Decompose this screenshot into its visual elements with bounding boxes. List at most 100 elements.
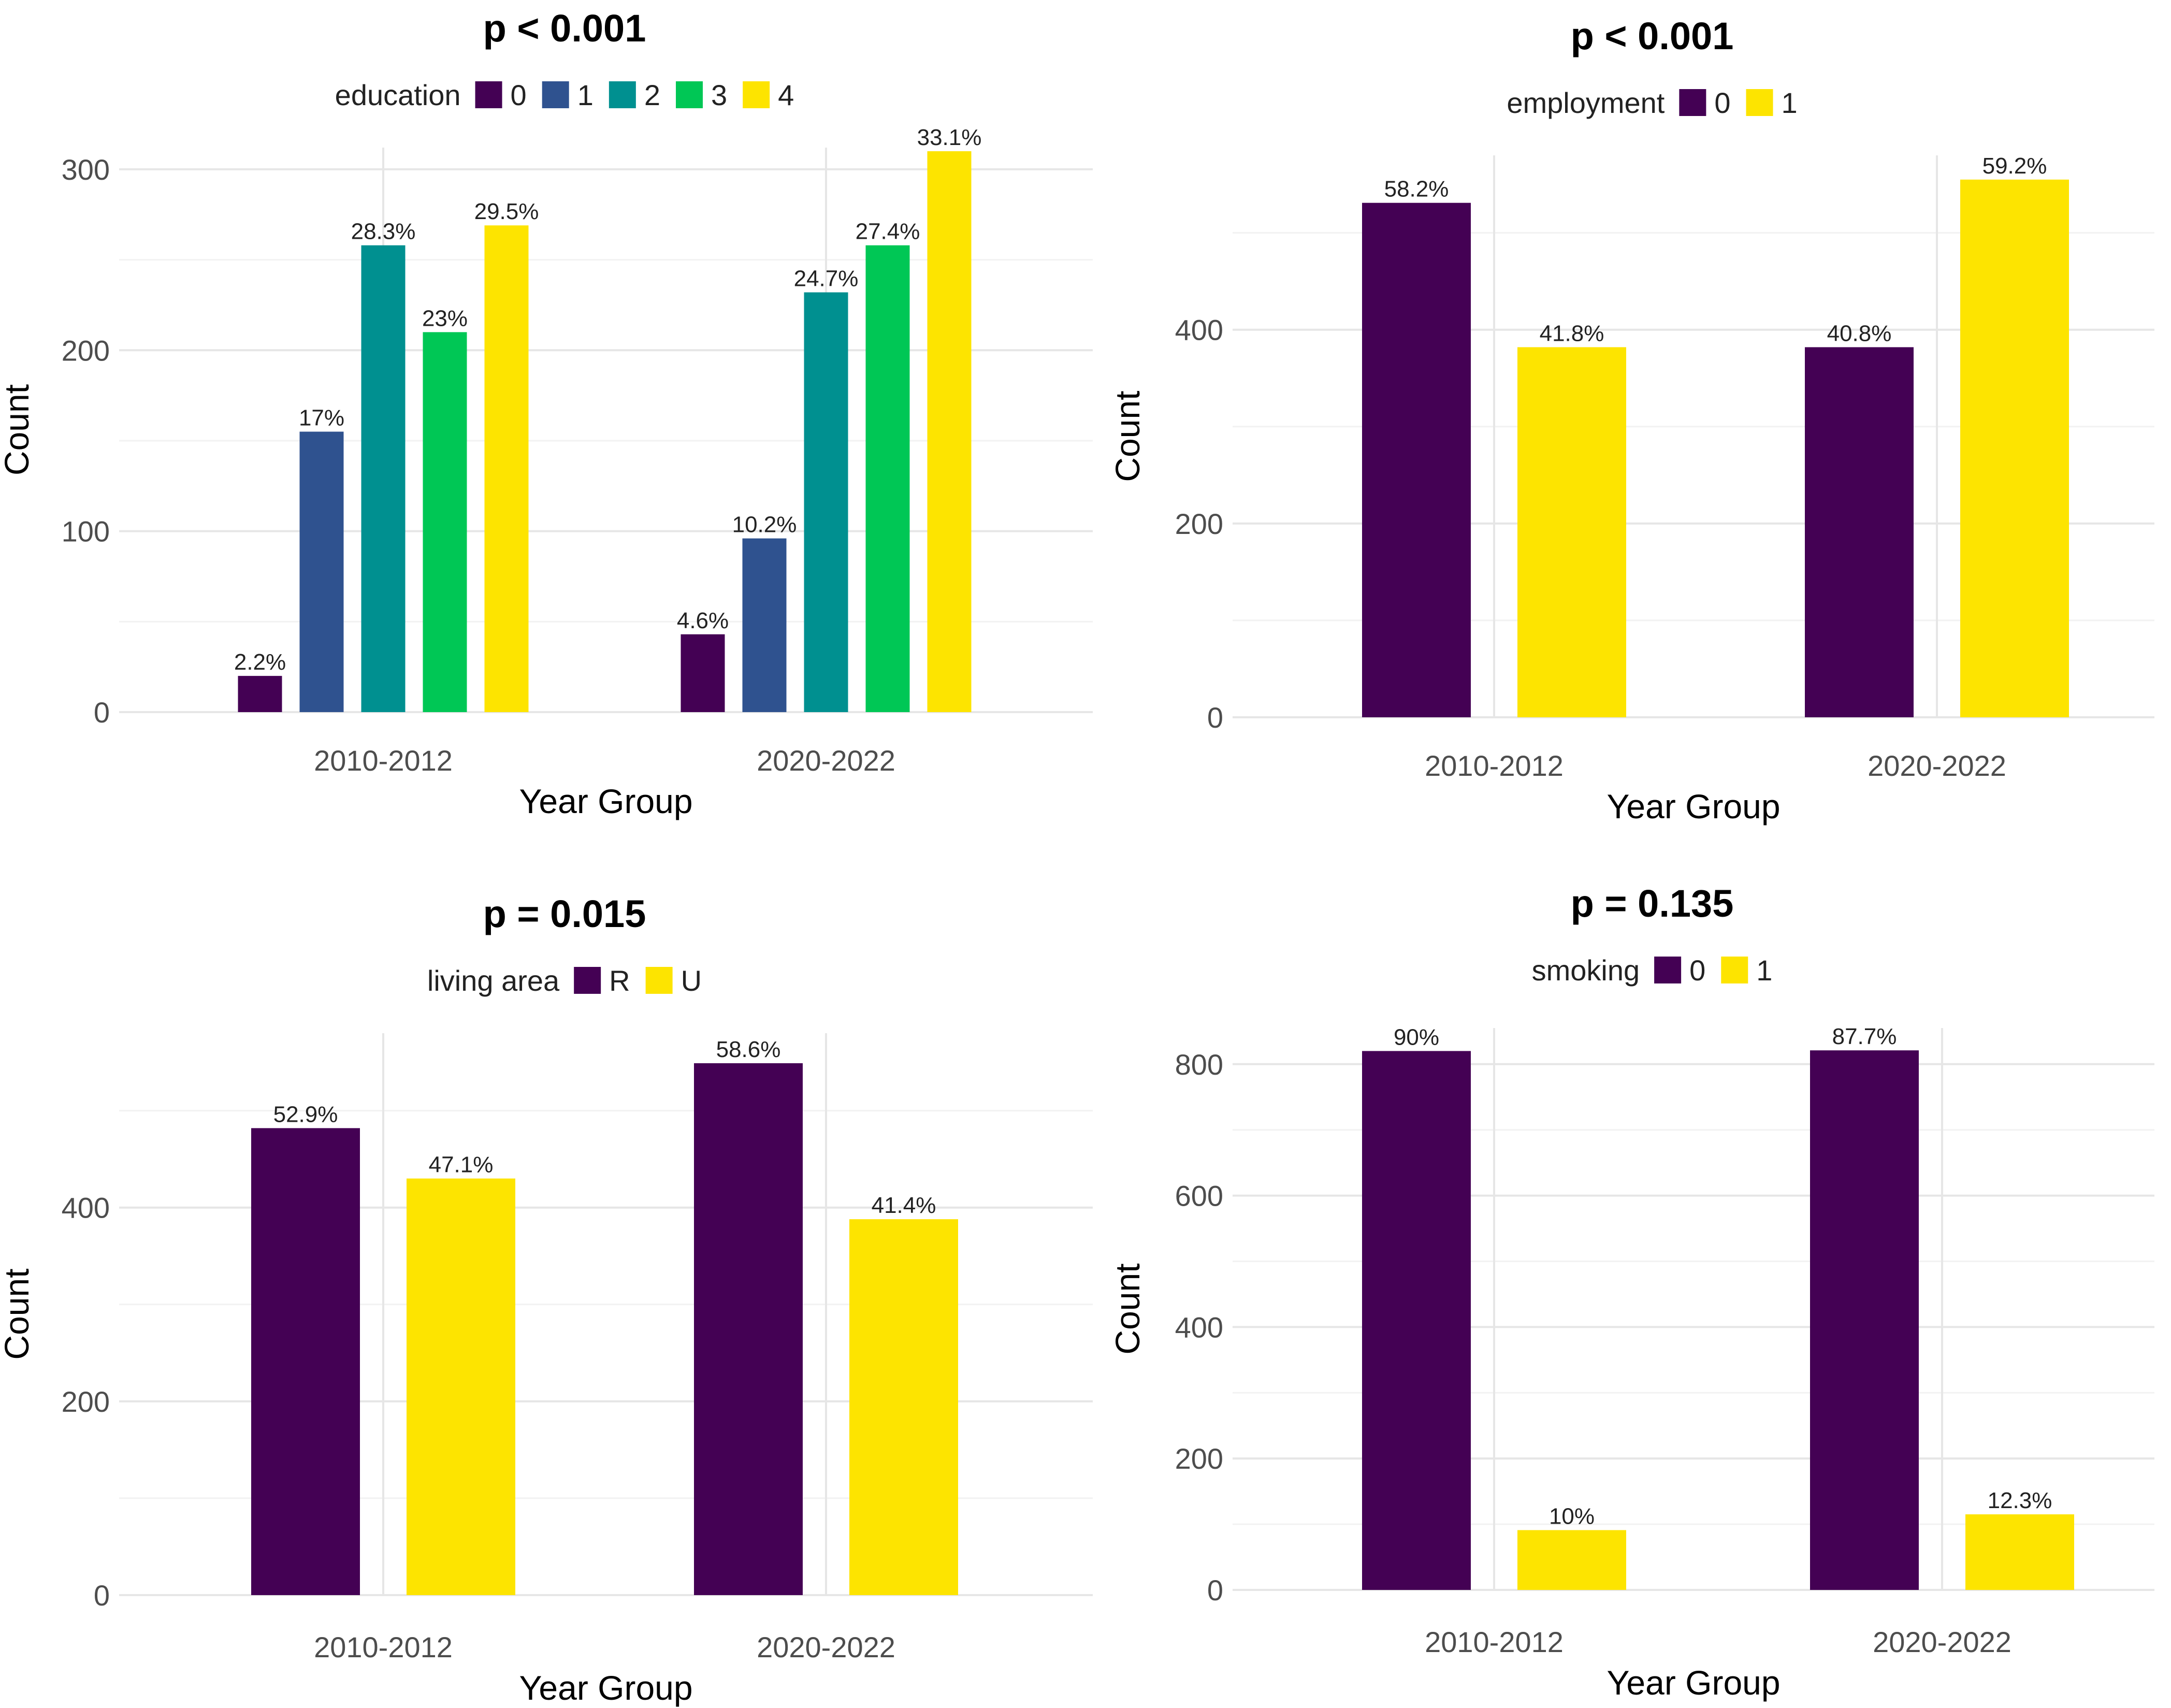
data-label: 4.6% [677,608,729,633]
chart-panel-4: 0 200 400 600 800 90% 87.7% 10% 12.3% 2010-2012 20… [1108,882,2154,1702]
bar-2010-2012-series-1 [1517,347,1626,717]
data-label: 29.5% [474,199,539,224]
legend-key-1 [542,81,569,108]
legend-label: 2 [644,79,660,111]
legend-label: 4 [778,79,794,111]
x-tick-label: 2020-2022 [757,1631,895,1663]
legend-label: 0 [511,79,527,111]
data-label: 47.1% [429,1152,494,1178]
y-tick-label: 400 [62,1192,110,1224]
data-label: 2.2% [234,649,286,675]
y-tick-label: 0 [1207,701,1223,734]
bar-2020-2022-series-U [849,1219,958,1595]
legend: smoking 0 1 [1532,954,1773,987]
data-label: 28.3% [351,219,416,244]
legend-key-U [645,967,673,994]
bar-2010-2012-series-0 [1362,202,1471,717]
bar-2010-2012-series-0 [238,676,282,712]
y-tick-label: 200 [62,1385,110,1418]
y-tick-label: 300 [62,153,110,186]
y-tick-label: 600 [1175,1180,1223,1212]
bar-2020-2022-series-4 [927,151,972,712]
legend: education 0 1 2 3 4 [335,79,794,111]
data-label: 24.7% [794,266,859,291]
chart-title: p < 0.001 [1571,15,1734,57]
y-tick-label: 200 [1175,508,1223,540]
legend-title: smoking [1532,954,1640,987]
x-axis-title: Year Group [1606,1663,1780,1702]
x-tick-label: 2010-2012 [1425,1626,1564,1658]
x-tick-label: 2010-2012 [314,744,453,777]
legend-title: employment [1507,86,1665,119]
legend-key-4 [743,81,770,108]
x-tick-label: 2020-2022 [757,744,895,777]
legend-key-2 [609,81,636,108]
y-tick-label: 100 [62,515,110,548]
y-tick-label: 0 [1207,1574,1223,1606]
data-label: 87.7% [1832,1024,1897,1049]
bar-2020-2022-series-0 [1805,347,1914,717]
chart-title: p = 0.015 [483,892,646,935]
data-label: 33.1% [917,125,982,150]
bar-2020-2022-series-1 [1965,1514,2074,1590]
data-label: 40.8% [1827,321,1892,346]
legend-key-R [574,967,601,994]
data-label: 23% [422,306,468,331]
y-tick-label: 800 [1175,1048,1223,1081]
x-tick-label: 2020-2022 [1868,749,2006,782]
data-label: 58.2% [1384,177,1449,202]
legend-label: 0 [1689,954,1705,987]
data-label: 10% [1549,1504,1595,1529]
legend-title: living area [427,964,560,997]
legend: employment 0 1 [1507,86,1797,119]
legend-key-0 [1654,957,1682,983]
data-label: 17% [299,405,344,430]
y-tick-label: 200 [1175,1442,1223,1475]
bar-2010-2012-series-3 [423,332,467,712]
data-label: 59.2% [1982,153,2047,179]
legend-label: 1 [1782,86,1798,119]
chart-panel-2: 0 200 400 58.2% 40.8% 41.8% 59.2% 2010-2012 2020… [1108,15,2154,826]
legend: living area R U [427,964,702,997]
x-tick-label: 2010-2012 [1425,749,1564,782]
bar-2020-2022-series-2 [804,292,848,712]
bar-2020-2022-series-0 [681,634,725,712]
bar-2020-2022-series-R [694,1063,803,1595]
bar-2020-2022-series-0 [1810,1050,1919,1590]
legend-label: 1 [577,79,594,111]
bar-2010-2012-series-2 [361,245,406,713]
y-tick-label: 200 [62,334,110,367]
legend-label: 0 [1714,86,1730,119]
data-label: 90% [1394,1024,1439,1050]
data-label: 10.2% [732,512,797,538]
legend-title: education [335,79,461,111]
data-label: 52.9% [273,1102,338,1127]
y-tick-label: 400 [1175,314,1223,346]
legend-key-1 [1746,89,1773,116]
bar-2010-2012-series-0 [1362,1051,1471,1590]
data-label: 12.3% [1988,1488,2052,1513]
x-tick-label: 2010-2012 [314,1631,453,1663]
bar-2010-2012-series-U [407,1178,515,1595]
chart-title: p = 0.135 [1571,882,1734,925]
y-tick-label: 0 [94,1579,110,1612]
x-axis-title: Year Group [519,1669,692,1707]
data-label: 41.8% [1540,321,1604,346]
legend-key-0 [475,81,502,108]
legend-label: R [609,964,630,997]
data-label: 27.4% [856,219,920,244]
bar-2020-2022-series-1 [742,538,787,712]
y-axis-title: Count [1108,390,1147,482]
bar-2010-2012-series-1 [1517,1530,1626,1590]
y-axis-title: Count [0,384,36,475]
y-tick-label: 400 [1175,1311,1223,1343]
y-axis-title: Count [0,1268,36,1359]
bar-2010-2012-series-4 [484,225,529,712]
legend-key-0 [1679,89,1706,116]
legend-label: 1 [1756,954,1772,987]
chart-panel-3: 0 200 400 52.9% 58.6% 47.1% 41.4% 2010-2012 2020… [0,892,1093,1707]
chart-title: p < 0.001 [483,7,646,50]
bar-2020-2022-series-3 [865,245,910,713]
x-axis-title: Year Group [519,782,692,820]
